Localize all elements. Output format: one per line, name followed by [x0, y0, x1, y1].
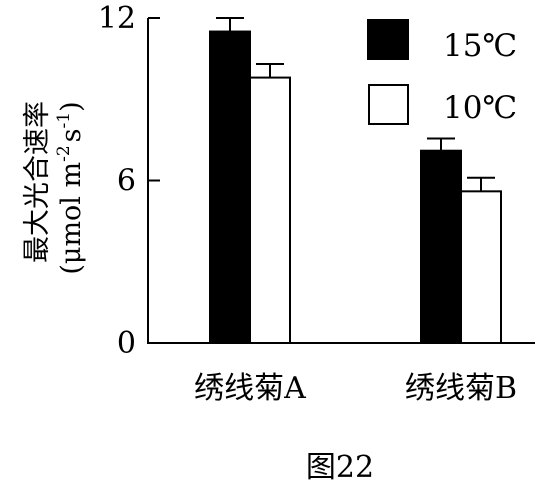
unit-sup1: -2	[54, 145, 74, 162]
y-tick-label: 12	[98, 1, 136, 36]
bars-group	[209, 30, 502, 345]
figure-caption: 图22	[306, 450, 374, 485]
x-tick-label: 绣线菊B	[405, 371, 517, 406]
y-axis-title: 最大光合速率	[22, 101, 53, 263]
error-bars-group	[216, 17, 495, 192]
legend-swatch-10c	[368, 84, 409, 125]
legend-swatch-15c	[367, 19, 409, 60]
legend-label-10c: 10℃	[443, 90, 517, 126]
y-axis-unit: (μmol m-2 s-1)	[54, 101, 87, 274]
unit-sup2: -1	[54, 112, 74, 129]
y-axis-unit-text: (μmol m-2 s-1)	[54, 101, 87, 274]
x-labels-group: 绣线菊A 绣线菊B	[194, 371, 517, 406]
y-ticks-group: 0 6 12	[98, 1, 160, 361]
unit-mid: s	[56, 128, 87, 142]
legend-label-15c: 15℃	[443, 28, 517, 64]
bar	[420, 149, 462, 344]
bar	[209, 30, 251, 345]
bar	[460, 190, 502, 344]
y-tick-label: 6	[117, 164, 136, 199]
y-tick-label: 0	[117, 326, 136, 361]
unit-prefix: (μmol m	[56, 162, 87, 275]
y-axis-label: 最大光合速率	[22, 101, 53, 263]
bar	[249, 76, 291, 344]
unit-suffix: )	[56, 101, 87, 112]
legend: 15℃ 10℃	[367, 19, 517, 126]
x-tick-label: 绣线菊A	[194, 371, 306, 406]
